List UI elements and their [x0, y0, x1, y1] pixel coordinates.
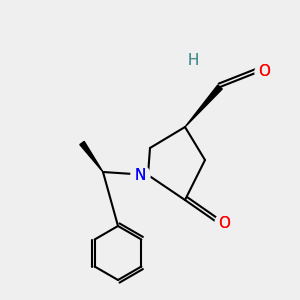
- Text: O: O: [219, 215, 231, 230]
- Text: H: H: [187, 53, 199, 68]
- Text: H: H: [187, 53, 199, 68]
- Text: O: O: [259, 64, 271, 80]
- Text: N: N: [135, 167, 146, 182]
- Circle shape: [255, 62, 274, 82]
- Text: O: O: [259, 64, 271, 80]
- Text: N: N: [135, 167, 146, 182]
- Text: O: O: [219, 215, 231, 230]
- Polygon shape: [80, 141, 103, 172]
- Polygon shape: [185, 85, 222, 127]
- Circle shape: [131, 165, 150, 184]
- Circle shape: [215, 213, 234, 232]
- Circle shape: [183, 51, 202, 70]
